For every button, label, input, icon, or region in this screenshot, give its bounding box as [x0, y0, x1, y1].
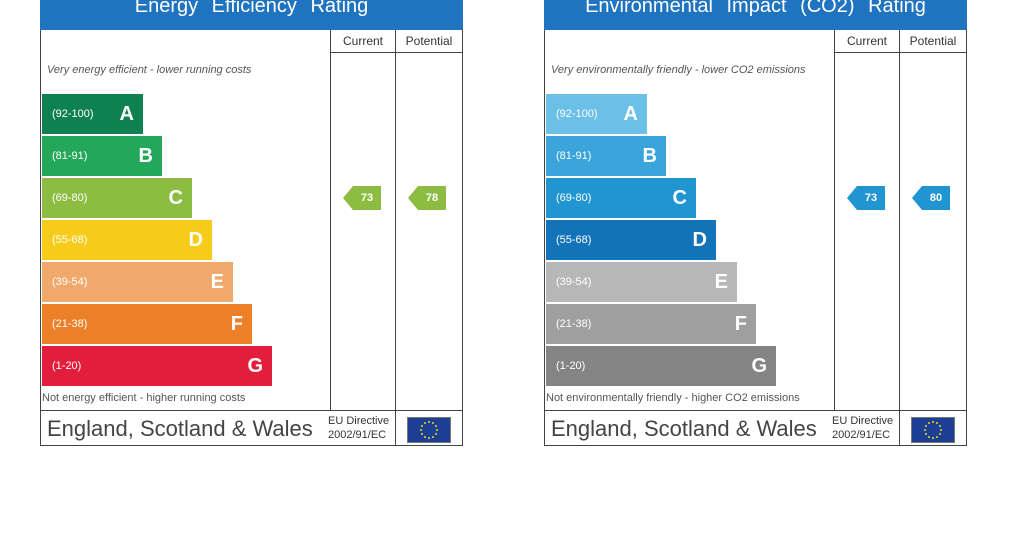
arrow-tip: [343, 186, 353, 210]
eu-flag-icon: [407, 417, 451, 443]
band-letter-label: D: [692, 229, 707, 251]
bottom-note: Not energy efficient - higher running co…: [42, 392, 246, 404]
panel-footer: England, Scotland & Wales EU Directive 2…: [40, 410, 463, 446]
directive-number: 2002/91/EC: [328, 429, 387, 441]
rating-band-g: (1-20) G: [42, 346, 272, 386]
potential-rating-value: 80: [922, 186, 950, 210]
top-note: Very environmentally friendly - lower CO…: [551, 64, 806, 76]
band-letter-label: E: [210, 271, 224, 293]
environmental-impact-panel: Environmental Impact (CO2) Rating Curren…: [544, 0, 967, 446]
band-letter-label: C: [672, 187, 687, 209]
footer-divider: [395, 410, 396, 445]
column-divider: [330, 30, 331, 410]
eu-directive-label: EU Directive 2002/91/EC: [832, 414, 893, 442]
rating-band-g: (1-20) G: [546, 346, 776, 386]
rating-band-f: (21-38) F: [546, 304, 756, 344]
eu-flag-icon: [911, 417, 955, 443]
band-letter-label: B: [138, 145, 153, 167]
band-range-label: (69-80): [556, 192, 592, 204]
band-range-label: (81-91): [556, 150, 592, 162]
band-letter-label: G: [751, 355, 767, 377]
arrow-tip: [847, 186, 857, 210]
rating-band-e: (39-54) E: [42, 262, 233, 302]
rating-band-e: (39-54) E: [546, 262, 737, 302]
footer-divider: [899, 410, 900, 445]
directive-number: 2002/91/EC: [832, 429, 891, 441]
current-rating-value: 73: [857, 186, 885, 210]
rating-band-c: (69-80) C: [42, 178, 192, 218]
rating-chart: Current Potential Very environmentally f…: [544, 30, 967, 411]
directive-line: EU Directive: [832, 415, 894, 427]
band-range-label: (92-100): [556, 108, 598, 120]
band-range-label: (81-91): [52, 150, 88, 162]
potential-column-header: Potential: [909, 34, 957, 48]
band-range-label: (55-68): [52, 234, 88, 246]
arrow-tip: [912, 186, 922, 210]
band-letter-label: F: [734, 313, 747, 335]
header-divider: [835, 52, 966, 53]
band-letter-label: B: [642, 145, 657, 167]
band-range-label: (1-20): [52, 360, 82, 372]
band-letter-label: E: [714, 271, 728, 293]
rating-band-b: (81-91) B: [42, 136, 162, 176]
rating-band-a: (92-100) A: [546, 94, 647, 134]
arrow-tip: [408, 186, 418, 210]
band-range-label: (21-38): [52, 318, 88, 330]
column-divider: [899, 30, 900, 410]
band-range-label: (39-54): [52, 276, 88, 288]
current-rating-value: 73: [353, 186, 381, 210]
band-range-label: (92-100): [52, 108, 94, 120]
bottom-note: Not environmentally friendly - higher CO…: [546, 392, 800, 404]
rating-band-c: (69-80) C: [546, 178, 696, 218]
region-label: England, Scotland & Wales: [47, 416, 313, 441]
panel-title: Energy Efficiency Rating: [40, 0, 463, 30]
rating-band-a: (92-100) A: [42, 94, 143, 134]
directive-line: EU Directive: [328, 415, 390, 427]
potential-rating-value: 78: [418, 186, 446, 210]
rating-band-f: (21-38) F: [42, 304, 252, 344]
panel-title: Environmental Impact (CO2) Rating: [544, 0, 967, 30]
column-divider: [395, 30, 396, 410]
band-letter-label: C: [168, 187, 183, 209]
band-letter-label: D: [188, 229, 203, 251]
band-letter-label: F: [230, 313, 243, 335]
potential-column-header: Potential: [405, 34, 453, 48]
band-letter-label: G: [247, 355, 263, 377]
band-range-label: (1-20): [556, 360, 586, 372]
current-column-header: Current: [846, 34, 887, 48]
column-divider: [834, 30, 835, 410]
top-note: Very energy efficient - lower running co…: [47, 64, 252, 76]
current-column-header: Current: [342, 34, 383, 48]
header-divider: [331, 52, 462, 53]
rating-band-d: (55-68) D: [546, 220, 716, 260]
band-range-label: (55-68): [556, 234, 592, 246]
band-letter-label: A: [119, 103, 134, 125]
rating-chart: Current Potential Very energy efficient …: [40, 30, 463, 411]
energy-efficiency-panel: Energy Efficiency Rating Current Potenti…: [40, 0, 463, 446]
region-label: England, Scotland & Wales: [551, 416, 817, 441]
rating-band-d: (55-68) D: [42, 220, 212, 260]
band-letter-label: A: [623, 103, 638, 125]
band-range-label: (21-38): [556, 318, 592, 330]
eu-directive-label: EU Directive 2002/91/EC: [328, 414, 389, 442]
rating-band-b: (81-91) B: [546, 136, 666, 176]
band-range-label: (39-54): [556, 276, 592, 288]
panel-footer: England, Scotland & Wales EU Directive 2…: [544, 410, 967, 446]
band-range-label: (69-80): [52, 192, 88, 204]
